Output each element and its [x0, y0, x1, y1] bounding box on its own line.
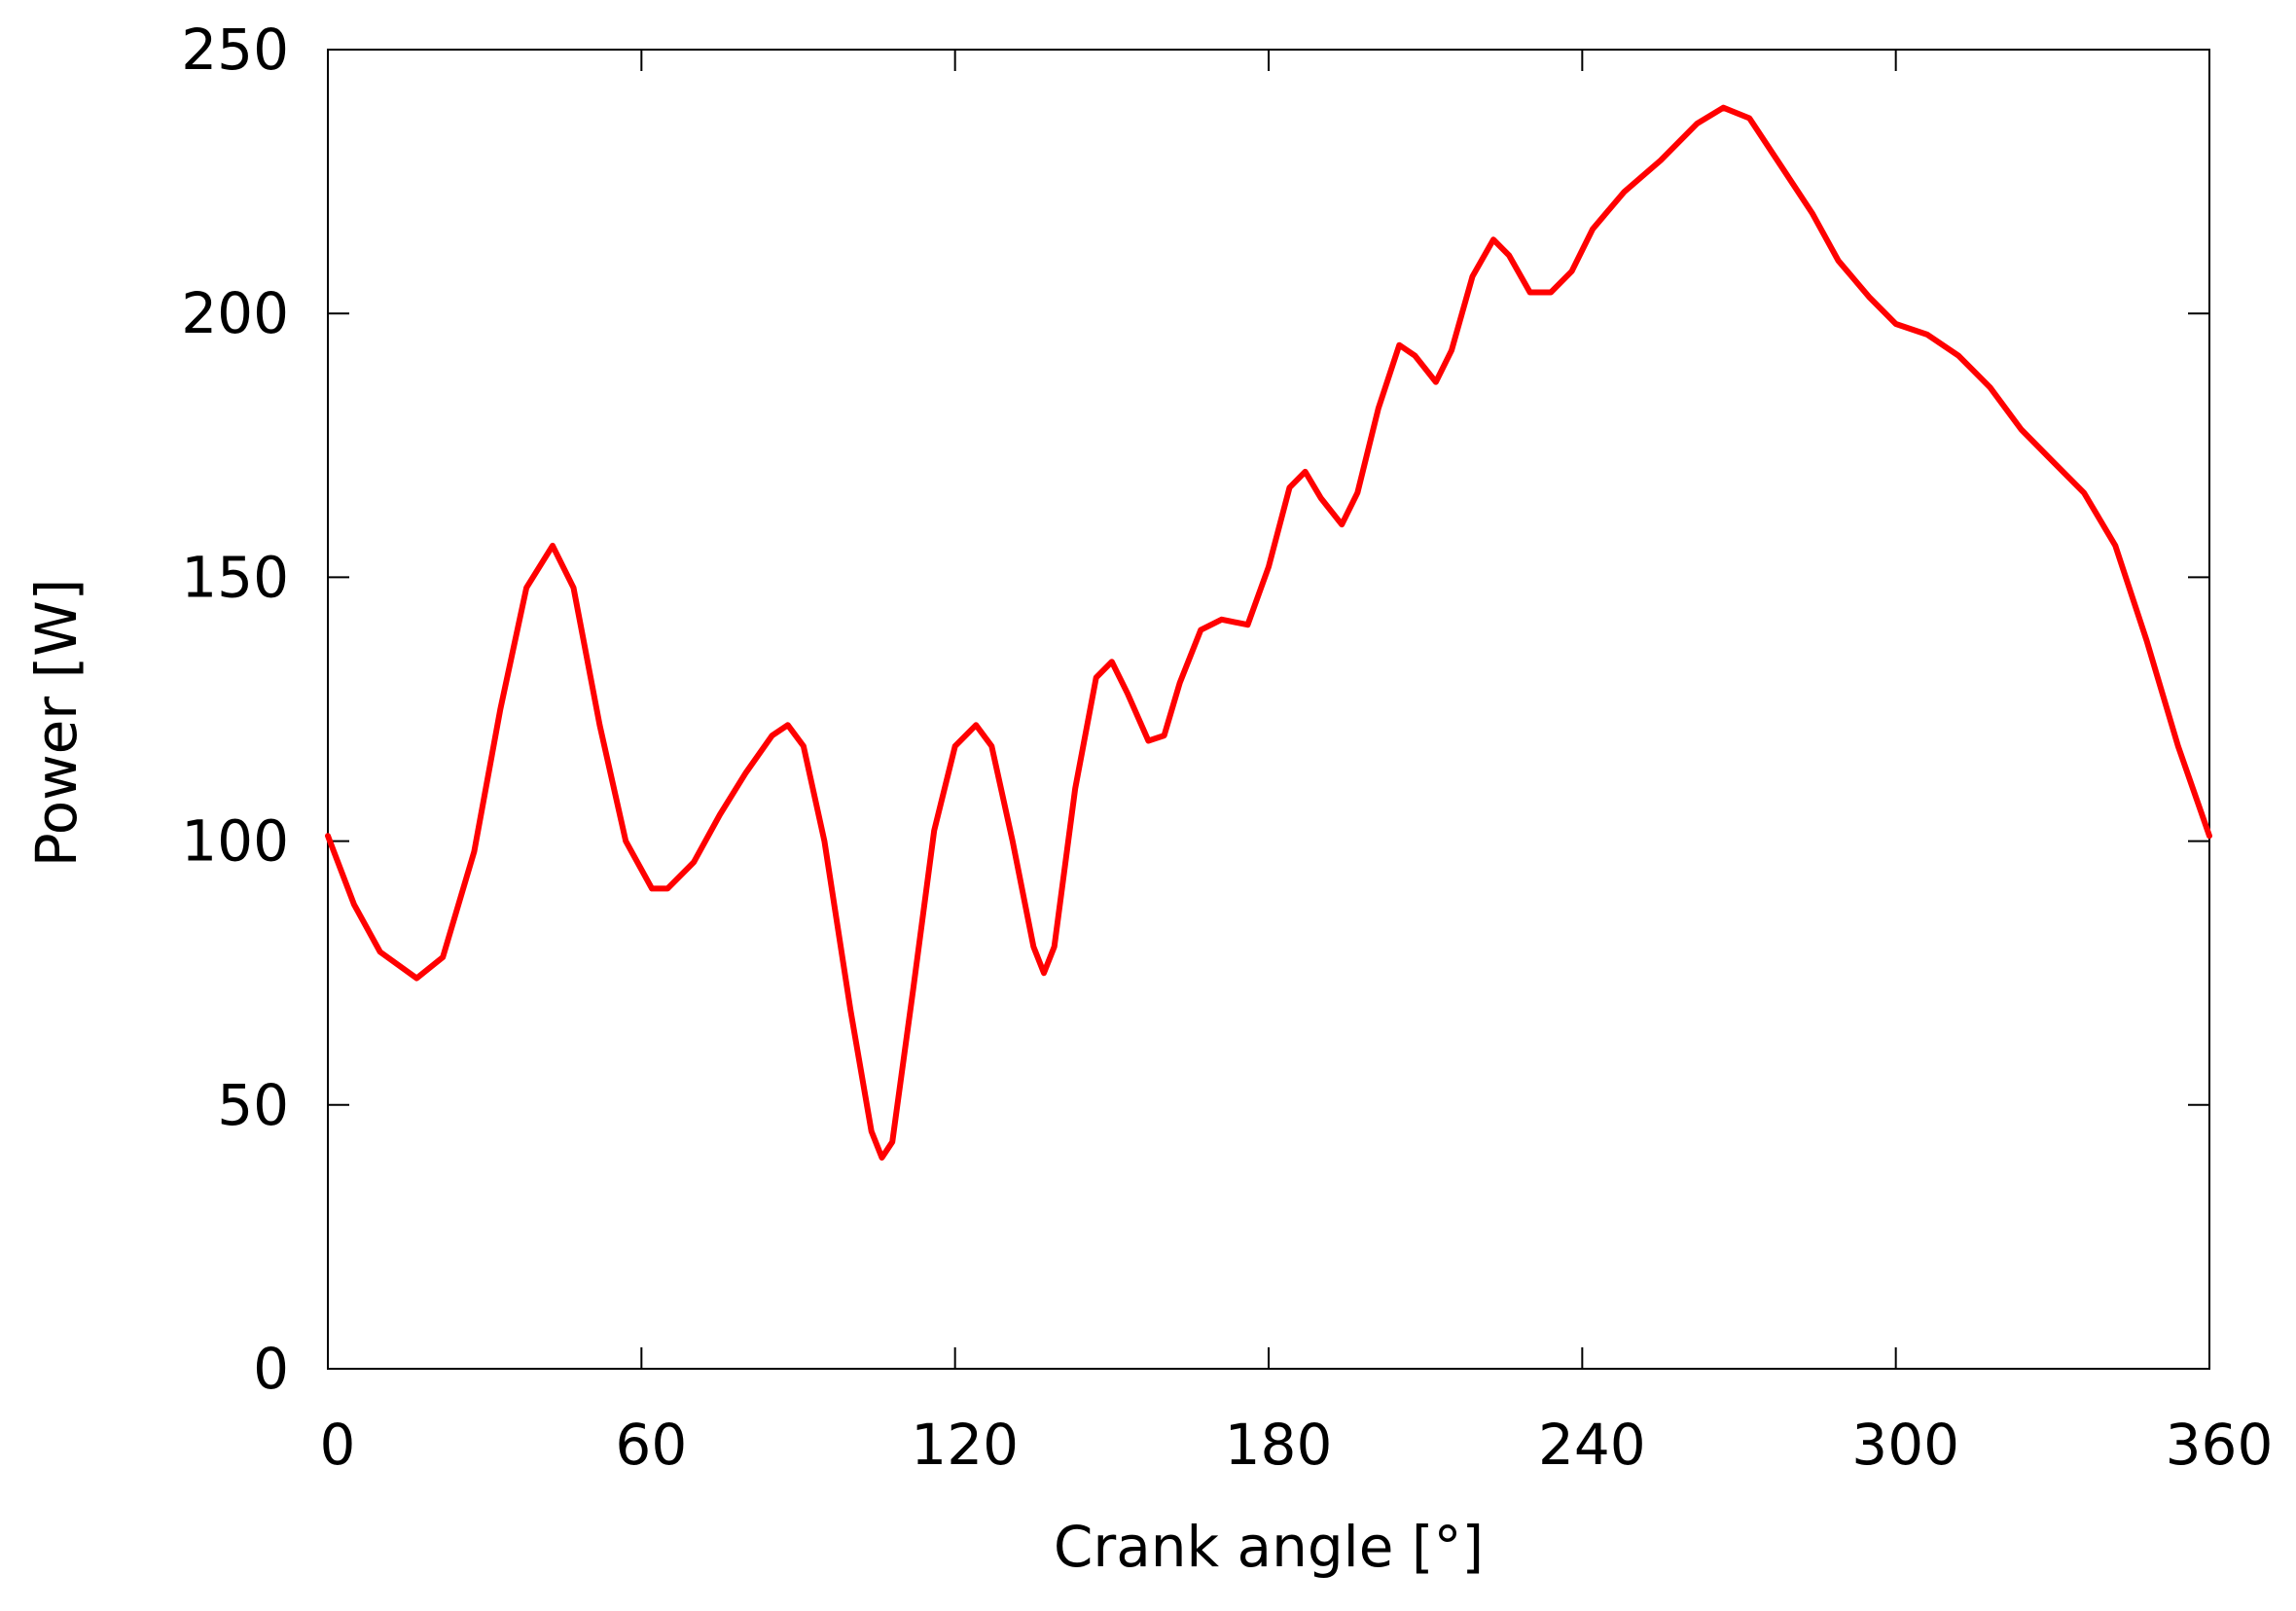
line-series: [325, 104, 2212, 1161]
y-axis-label: Power [W]: [23, 579, 90, 867]
x-tick-label: 120: [911, 1412, 1019, 1478]
y-tick-label: 150: [181, 544, 289, 610]
x-tick-label: 0: [320, 1412, 356, 1478]
y-tick-label: 0: [253, 1336, 289, 1402]
x-tick-label: 240: [1538, 1412, 1646, 1478]
x-tick-label: 300: [1851, 1412, 1959, 1478]
y-tick-label: 250: [181, 17, 289, 83]
plot-frame: [327, 49, 2210, 1370]
y-tick-label: 100: [181, 808, 289, 875]
y-tick-label: 50: [217, 1072, 289, 1138]
x-tick-label: 180: [1225, 1412, 1333, 1478]
x-axis-label: Crank angle [°]: [1054, 1514, 1484, 1580]
x-tick-label: 360: [2166, 1412, 2274, 1478]
x-tick-label: 60: [615, 1412, 687, 1478]
y-tick-label: 200: [181, 280, 289, 346]
